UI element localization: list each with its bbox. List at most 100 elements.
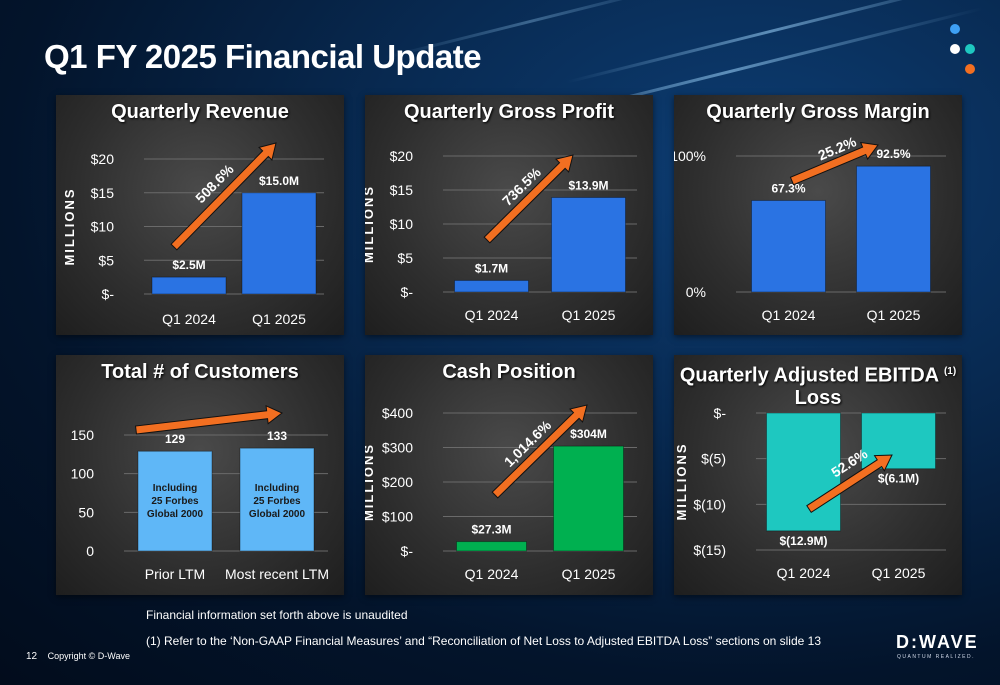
growth-arrow — [789, 141, 879, 186]
y-tick-label: $20 — [390, 148, 414, 164]
y-tick-label: $15 — [390, 182, 414, 198]
data-label: 129 — [165, 432, 185, 446]
dwave-logo: D:WAVE QUANTUM REALIZED. — [896, 632, 979, 660]
footnote-non-gaap: (1) Refer to the ‘Non-GAAP Financial Mea… — [146, 634, 821, 648]
bar — [239, 447, 315, 552]
growth-arrow — [491, 404, 588, 499]
y-tick-label: $5 — [397, 250, 413, 266]
bar — [241, 192, 317, 295]
y-axis-label: MILLIONS — [674, 442, 689, 520]
category-label: Q1 2025 — [562, 566, 616, 582]
y-tick-label: 100% — [674, 148, 706, 164]
chart-title: Cash Position — [442, 361, 576, 383]
bar — [151, 276, 227, 295]
chart-svg: $(15) $(10) $(5) $- MILLIONS $(12.9M) Q1 2024 $… — [674, 405, 946, 581]
bar-note: Global 2000 — [249, 509, 306, 520]
y-tick-label: $(10) — [693, 496, 726, 512]
data-label: 133 — [267, 429, 287, 443]
y-tick-label: $200 — [382, 474, 413, 490]
y-tick-label: 0 — [86, 543, 94, 559]
chart-panel-ebitda: Quarterly Adjusted EBITDA (1) Loss $(15)… — [674, 355, 962, 595]
copyright-text: Copyright © D-Wave — [47, 651, 130, 661]
growth-arrow — [170, 142, 277, 251]
bar — [861, 412, 936, 470]
chart-svg: $- $100 $200 $300 $400 MILLIONS $27.3M Q1 2024 $… — [365, 404, 637, 582]
dot-blue — [950, 24, 960, 34]
category-label: Q1 2024 — [162, 311, 216, 327]
y-tick-label: $- — [401, 284, 414, 300]
bar — [856, 165, 931, 293]
y-tick-label: 100 — [71, 466, 95, 482]
y-tick-label: $- — [714, 405, 727, 421]
data-label: $2.5M — [172, 258, 205, 272]
data-label: $13.9M — [568, 178, 608, 192]
footnote-unaudited: Financial information set forth above is… — [146, 608, 408, 622]
chart-panel-cash: Cash Position $- $100 $200 $300 $400 MILLIONS… — [365, 355, 653, 595]
y-tick-label: 0% — [686, 284, 706, 300]
category-label: Q1 2024 — [465, 566, 519, 582]
chart-title: Total # of Customers — [101, 361, 299, 383]
bar-note: Global 2000 — [147, 509, 204, 520]
y-tick-label: $100 — [382, 509, 413, 525]
chart-title-line2: Loss — [794, 386, 842, 409]
data-label: 67.3% — [771, 181, 805, 195]
chart-title: Quarterly Adjusted EBITDA (1) Loss — [674, 361, 962, 409]
chart-panel-gross-profit: Quarterly Gross Profit $- $5 $10 $15 $20 MILL… — [365, 95, 653, 335]
chart-title: Quarterly Revenue — [111, 101, 289, 123]
chart-panel-gross-margin: Quarterly Gross Margin 0% 100% 67.3% Q1 202… — [674, 95, 962, 335]
chart-svg: $- $5 $10 $15 $20 MILLIONS $1.7M Q1 2024 $13.9M Q… — [365, 148, 637, 323]
y-tick-label: $5 — [98, 252, 114, 268]
data-label: $27.3M — [471, 523, 511, 537]
category-label: Q1 2024 — [777, 565, 831, 581]
data-label: $15.0M — [259, 174, 299, 188]
y-tick-label: $15 — [91, 185, 115, 201]
dot-white — [950, 44, 960, 54]
y-tick-label: 150 — [71, 427, 95, 443]
y-tick-label: $(15) — [693, 542, 726, 558]
logo-tagline: QUANTUM REALIZED. — [896, 654, 975, 660]
bar — [454, 279, 529, 293]
chart-title-superscript: (1) — [943, 366, 957, 377]
bar — [766, 412, 841, 532]
y-tick-label: $20 — [91, 151, 115, 167]
category-label: Q1 2025 — [252, 311, 306, 327]
y-tick-label: $- — [401, 543, 414, 559]
logo-text: D:WAVE — [896, 632, 979, 652]
y-axis-label: MILLIONS — [365, 443, 376, 521]
y-axis-label: MILLIONS — [62, 187, 77, 265]
bar — [553, 445, 624, 552]
data-label: $(6.1M) — [878, 472, 919, 486]
bar-note: 25 Forbes — [253, 496, 301, 507]
background-streak — [565, 0, 975, 84]
data-label: $1.7M — [475, 261, 508, 275]
category-label: Prior LTM — [145, 566, 205, 582]
y-tick-label: $300 — [382, 440, 413, 456]
growth-arrow — [806, 454, 893, 514]
growth-arrow — [483, 154, 574, 244]
data-label: 92.5% — [876, 147, 910, 161]
bar — [751, 199, 826, 293]
category-label: Q1 2025 — [562, 307, 616, 323]
chart-title: Quarterly Gross Profit — [403, 101, 615, 123]
category-label: Most recent LTM — [225, 566, 329, 582]
chart-svg: 0 50 100 150 129 Prior LTM Including 25 Forbes G… — [71, 404, 329, 582]
chart-panel-customers: Total # of Customers 0 50 100 150 129 Prior L… — [56, 355, 344, 595]
bar — [551, 196, 626, 293]
chart-title-line1: Quarterly Adjusted EBITDA — [679, 364, 939, 387]
bar — [137, 450, 213, 552]
bar — [456, 541, 527, 552]
chart-svg: $- $5 $10 $15 $20 MILLIONS $2.5M Q1 2024 $15.0M Q… — [62, 142, 324, 327]
y-tick-label: $(5) — [701, 451, 726, 467]
dot-orange — [965, 64, 975, 74]
category-label: Q1 2025 — [872, 565, 926, 581]
data-label: $304M — [570, 427, 607, 441]
bar-note: Including — [153, 483, 197, 494]
y-tick-label: $- — [102, 286, 115, 302]
chart-panel-revenue: Quarterly Revenue $- $5 $10 $15 $20 MILLIONS $… — [56, 95, 344, 335]
chart-title: Quarterly Gross Margin — [706, 101, 930, 123]
y-tick-label: $10 — [390, 216, 414, 232]
y-tick-label: $400 — [382, 405, 413, 421]
dot-teal — [965, 44, 975, 54]
category-label: Q1 2025 — [867, 307, 921, 323]
